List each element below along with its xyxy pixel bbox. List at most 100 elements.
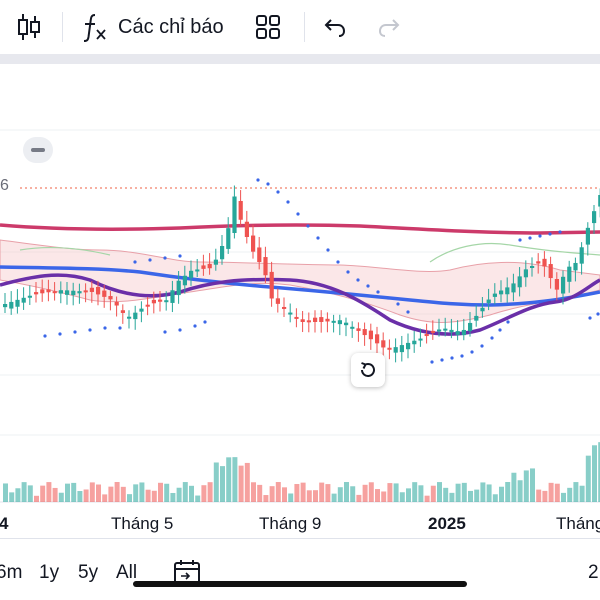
sar-dot: [518, 238, 522, 242]
volume-bar: [375, 489, 380, 502]
time-axis: 4 Tháng 5 Tháng 9 2025 Tháng: [0, 506, 600, 538]
candle-body: [127, 316, 132, 319]
sar-dot: [148, 258, 152, 262]
sar-dot: [386, 296, 390, 300]
sar-dot: [43, 334, 47, 338]
volume-bar: [424, 495, 430, 502]
volume-bar: [325, 484, 331, 502]
red-moving-average-line: [0, 223, 600, 235]
candle-body: [393, 347, 398, 353]
candle-body: [139, 308, 144, 312]
candle-body: [201, 265, 206, 269]
sar-dot: [406, 310, 410, 314]
candle-body: [474, 315, 479, 321]
volume-bar: [313, 490, 318, 502]
range-all-button[interactable]: All: [116, 562, 138, 583]
candle-body: [300, 319, 305, 322]
sar-dot: [163, 330, 167, 334]
volume-bar: [337, 487, 343, 502]
volume-bar: [151, 490, 157, 502]
volume-bar: [517, 480, 523, 502]
candle-body: [567, 266, 572, 282]
candle-body: [288, 312, 293, 315]
candle-body: [269, 271, 274, 299]
range-1y-button[interactable]: 1y: [39, 562, 60, 583]
sar-dot: [558, 230, 562, 234]
range-6m-button[interactable]: 6m: [0, 562, 23, 583]
candle-body: [133, 312, 138, 320]
volume-bar: [40, 485, 46, 502]
volume-bar: [170, 492, 176, 502]
reset-chart-button[interactable]: [351, 353, 385, 387]
indicators-button[interactable]: Các chỉ báo: [82, 9, 224, 45]
volume-bar: [263, 495, 269, 502]
redo-button[interactable]: [376, 9, 402, 45]
volume-bar: [3, 483, 8, 502]
volume-bar: [505, 482, 511, 502]
candle-body: [46, 289, 51, 293]
candle-body: [418, 338, 423, 341]
volume-bar: [350, 486, 356, 502]
volume-bar: [275, 482, 281, 502]
volume-bar: [492, 494, 498, 502]
sar-dot: [376, 290, 380, 294]
candle-body: [430, 330, 435, 333]
volume-bar: [27, 485, 33, 502]
volume-bar: [158, 482, 163, 502]
volume-bar: [207, 482, 213, 502]
volume-bar: [251, 482, 256, 502]
sar-dot: [193, 324, 197, 328]
reset-icon: [361, 362, 375, 377]
sar-dot: [490, 336, 494, 340]
range-5y-button[interactable]: 5y: [78, 562, 99, 583]
volume-bar: [430, 485, 436, 502]
sar-dot: [470, 350, 474, 354]
candle-body: [89, 287, 94, 292]
volume-bar: [455, 483, 461, 502]
candle-body: [350, 326, 355, 329]
sar-dot: [133, 260, 137, 264]
volume-bar: [579, 485, 585, 502]
volume-bar: [182, 482, 188, 502]
price-chart: [0, 129, 600, 503]
volume-bar: [536, 489, 542, 502]
candle-body: [77, 291, 82, 294]
volume-bar: [102, 494, 108, 502]
candle-body: [455, 331, 460, 335]
undo-button[interactable]: [322, 9, 348, 45]
candle-body: [449, 329, 454, 333]
candle-body: [96, 286, 101, 295]
time-axis-label: 2025: [428, 514, 466, 533]
candle-body: [530, 266, 535, 268]
volume-bar: [189, 485, 194, 502]
volume-bar: [486, 484, 492, 502]
sar-dot: [336, 260, 340, 264]
volume-bar: [573, 482, 579, 502]
candle-body: [251, 235, 256, 252]
volume-bar: [15, 488, 21, 502]
candle-body: [325, 318, 330, 322]
volume-bar: [437, 482, 442, 502]
volume-bar: [319, 482, 325, 502]
minus-icon: [31, 148, 45, 152]
volume-bar: [58, 492, 64, 502]
layout-grid-icon: [256, 15, 280, 39]
candle-body: [406, 342, 411, 350]
chart-canvas[interactable]: [0, 64, 600, 538]
sar-dot: [178, 254, 182, 258]
candle-body: [9, 301, 14, 309]
candle-body: [554, 279, 559, 290]
volume-bar: [592, 445, 597, 502]
volume-bar: [46, 482, 52, 502]
sar-dot: [178, 328, 182, 332]
layout-button[interactable]: [254, 9, 282, 45]
volume-bar: [585, 455, 591, 502]
volume-bar: [567, 487, 573, 502]
collapse-legend-button[interactable]: [23, 137, 53, 163]
volume-bar: [213, 462, 219, 502]
chart-type-button[interactable]: [16, 9, 42, 45]
candle-body: [189, 270, 194, 278]
candle-body: [573, 262, 578, 271]
function-fx-icon: [83, 14, 106, 42]
candle-body: [412, 340, 417, 345]
